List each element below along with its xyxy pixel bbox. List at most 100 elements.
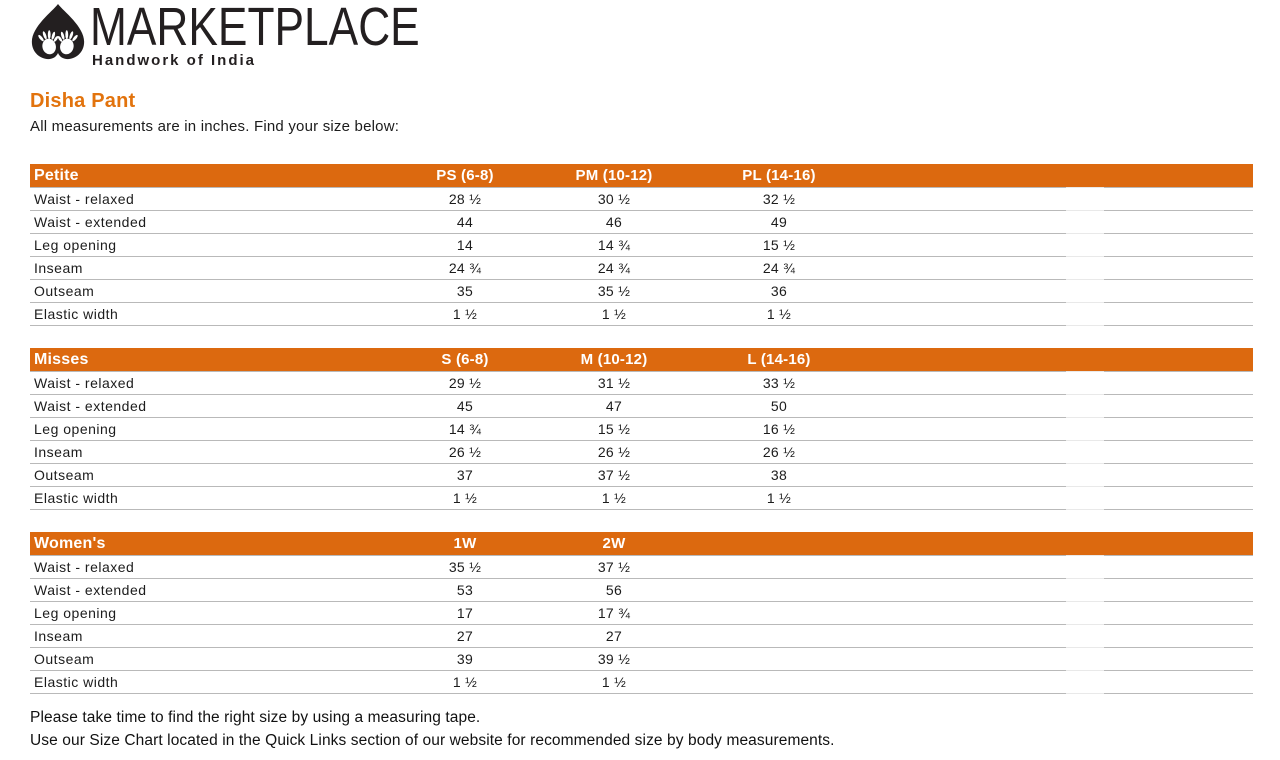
row-label: Outseam <box>34 466 95 483</box>
cell-value: 44 <box>456 213 474 230</box>
table-header-row: Women's 1W 2W <box>30 532 1253 556</box>
cell-value: 17 ¾ <box>597 604 631 621</box>
sizing-note-2: Use our Size Chart located in the Quick … <box>30 732 835 749</box>
cell-value: 39 <box>456 650 474 667</box>
size-table-petite: Petite PS (6-8) PM (10-12) PL (14-16) Wa… <box>30 164 1253 326</box>
cell-value: 35 ½ <box>597 282 631 299</box>
cell-value: 35 ½ <box>448 558 482 575</box>
column-header: PS (6-8) <box>436 167 494 184</box>
cell-value: 33 ½ <box>762 374 796 391</box>
cell-value: 1 ½ <box>766 489 792 506</box>
table-row: Waist - relaxed 35 ½ 37 ½ <box>30 555 1253 579</box>
table-row: Waist - extended 44 46 49 <box>30 210 1253 234</box>
column-header: PM (10-12) <box>575 167 653 184</box>
table-header-row: Misses S (6-8) M (10-12) L (14-16) <box>30 348 1253 372</box>
cell-value: 26 ½ <box>597 443 631 460</box>
table-row: Outseam 35 35 ½ 36 <box>30 279 1253 303</box>
column-header: S (6-8) <box>441 351 489 368</box>
column-header: PL (14-16) <box>742 167 816 184</box>
column-header: 1W <box>453 535 477 552</box>
table-header-row: Petite PS (6-8) PM (10-12) PL (14-16) <box>30 164 1253 188</box>
row-label: Outseam <box>34 282 95 299</box>
table-row: Inseam 24 ¾ 24 ¾ 24 ¾ <box>30 256 1253 280</box>
table-title: Petite <box>34 166 79 184</box>
row-label: Waist - extended <box>34 397 147 414</box>
cell-value: 50 <box>770 397 788 414</box>
table-row: Elastic width 1 ½ 1 ½ 1 ½ <box>30 486 1253 510</box>
table-row: Outseam 39 39 ½ <box>30 647 1253 671</box>
cell-value: 37 <box>456 466 474 483</box>
cell-value: 14 <box>456 236 474 253</box>
cell-value: 39 ½ <box>597 650 631 667</box>
row-label: Waist - relaxed <box>34 374 135 391</box>
sizing-note-1: Please take time to find the right size … <box>30 709 481 726</box>
cell-value: 24 ¾ <box>597 259 631 276</box>
table-row: Inseam 26 ½ 26 ½ 26 ½ <box>30 440 1253 464</box>
cell-value: 32 ½ <box>762 190 796 207</box>
cell-value: 37 ½ <box>597 558 631 575</box>
brand-tagline: Handwork of India <box>92 52 257 69</box>
column-header: L (14-16) <box>747 351 811 368</box>
table-title: Women's <box>34 534 106 552</box>
cell-value: 31 ½ <box>597 374 631 391</box>
cell-value: 38 <box>770 466 788 483</box>
table-row: Waist - relaxed 28 ½ 30 ½ 32 ½ <box>30 187 1253 211</box>
table-title: Misses <box>34 350 89 368</box>
cell-value: 26 ½ <box>762 443 796 460</box>
cell-value: 24 ¾ <box>762 259 796 276</box>
row-label: Leg opening <box>34 236 117 253</box>
size-table-misses: Misses S (6-8) M (10-12) L (14-16) Waist… <box>30 348 1253 510</box>
cell-value: 36 <box>770 282 788 299</box>
cell-value: 49 <box>770 213 788 230</box>
cell-value: 26 ½ <box>448 443 482 460</box>
cell-value: 35 <box>456 282 474 299</box>
table-row: Inseam 27 27 <box>30 624 1253 648</box>
table-row: Leg opening 14 14 ¾ 15 ½ <box>30 233 1253 257</box>
cell-value: 46 <box>605 213 623 230</box>
cell-value: 27 <box>605 627 623 644</box>
brand-name: MARKETPLACE <box>90 0 420 57</box>
row-label: Outseam <box>34 650 95 667</box>
cell-value: 1 ½ <box>452 489 478 506</box>
cell-value: 28 ½ <box>448 190 482 207</box>
cell-value: 53 <box>456 581 474 598</box>
row-label: Leg opening <box>34 604 117 621</box>
cell-value: 15 ½ <box>597 420 631 437</box>
cell-value: 16 ½ <box>762 420 796 437</box>
cell-value: 1 ½ <box>601 305 627 322</box>
row-label: Leg opening <box>34 420 117 437</box>
row-label: Elastic width <box>34 489 119 506</box>
row-label: Waist - relaxed <box>34 190 135 207</box>
table-row: Waist - extended 45 47 50 <box>30 394 1253 418</box>
marketplace-leaf-hands-icon <box>31 4 85 60</box>
cell-value: 29 ½ <box>448 374 482 391</box>
row-label: Waist - extended <box>34 581 147 598</box>
cell-value: 27 <box>456 627 474 644</box>
product-title: Disha Pant <box>30 90 136 112</box>
cell-value: 37 ½ <box>597 466 631 483</box>
size-table-womens: Women's 1W 2W Waist - relaxed 35 ½ 37 ½ … <box>30 532 1253 694</box>
cell-value: 14 ¾ <box>448 420 482 437</box>
row-label: Inseam <box>34 627 83 644</box>
column-header: 2W <box>602 535 626 552</box>
cell-value: 1 ½ <box>452 305 478 322</box>
cell-value: 30 ½ <box>597 190 631 207</box>
table-row: Waist - relaxed 29 ½ 31 ½ 33 ½ <box>30 371 1253 395</box>
cell-value: 24 ¾ <box>448 259 482 276</box>
brand-header: MARKETPLACE Handwork of India <box>30 0 492 69</box>
row-label: Elastic width <box>34 305 119 322</box>
cell-value: 45 <box>456 397 474 414</box>
table-row: Elastic width 1 ½ 1 ½ 1 ½ <box>30 302 1253 326</box>
table-row: Elastic width 1 ½ 1 ½ <box>30 670 1253 694</box>
column-header: M (10-12) <box>580 351 648 368</box>
row-label: Waist - relaxed <box>34 558 135 575</box>
table-row: Leg opening 17 17 ¾ <box>30 601 1253 625</box>
cell-value: 1 ½ <box>766 305 792 322</box>
row-label: Waist - extended <box>34 213 147 230</box>
cell-value: 1 ½ <box>601 673 627 690</box>
cell-value: 56 <box>605 581 623 598</box>
cell-value: 47 <box>605 397 623 414</box>
table-row: Waist - extended 53 56 <box>30 578 1253 602</box>
intro-text: All measurements are in inches. Find you… <box>30 118 400 135</box>
